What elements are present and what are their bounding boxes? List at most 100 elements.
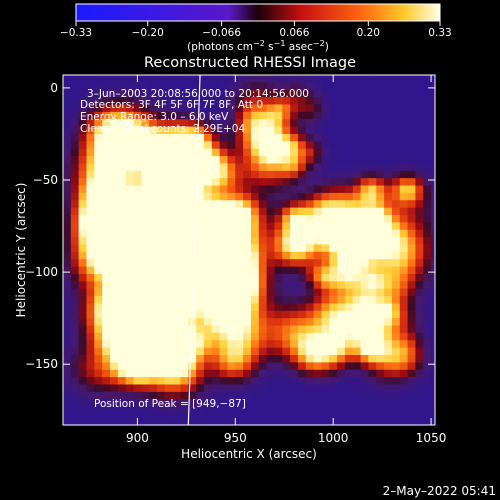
heatmap-cell (321, 377, 330, 386)
heatmap-cell (290, 296, 299, 305)
heatmap-cell (243, 251, 252, 260)
heatmap-cell (399, 75, 409, 83)
heatmap-cell (305, 178, 315, 187)
heatmap-cell (321, 384, 330, 393)
heatmap-cell (149, 421, 158, 425)
heatmap-cell (415, 126, 424, 135)
heatmap-cell (321, 391, 330, 400)
heatmap-cell (141, 111, 150, 120)
heatmap-cell (250, 156, 260, 165)
heatmap-cell (384, 413, 393, 422)
heatmap-cell (243, 156, 252, 165)
heatmap-cell (219, 413, 229, 422)
heatmap-cell (321, 126, 330, 135)
heatmap-cell (188, 273, 197, 282)
heatmap-cell (352, 406, 362, 415)
heatmap-cell (431, 148, 435, 157)
heatmap-cell (431, 347, 435, 356)
heatmap-cell (102, 406, 111, 415)
heatmap-cell (250, 82, 260, 91)
heatmap-cell (94, 75, 103, 83)
heatmap-cell (384, 192, 393, 201)
heatmap-cell (102, 119, 111, 128)
heatmap-cell (180, 399, 189, 408)
heatmap-cell (329, 399, 338, 408)
heatmap-cell (368, 288, 377, 297)
heatmap-cell (313, 273, 323, 282)
heatmap-cell (337, 362, 346, 371)
heatmap-cell (399, 399, 409, 408)
heatmap-cell (156, 97, 166, 106)
heatmap-cell (78, 104, 88, 113)
heatmap-cell (274, 377, 283, 386)
heatmap-cell (63, 355, 72, 363)
heatmap-cell (133, 362, 142, 371)
heatmap-cell (219, 185, 229, 194)
heatmap-cell (117, 310, 127, 319)
heatmap-cell (63, 141, 72, 150)
heatmap-cell (227, 192, 236, 201)
heatmap-cell (297, 133, 307, 142)
heatmap-cell (94, 362, 103, 371)
heatmap-cell (211, 332, 221, 341)
heatmap-cell (172, 413, 182, 422)
heatmap-cell (344, 325, 354, 334)
heatmap-cell (243, 215, 252, 223)
heatmap-cell (63, 347, 72, 356)
heatmap-cell (258, 355, 268, 363)
heatmap-cell (321, 104, 330, 113)
heatmap-cell (94, 133, 103, 142)
heatmap-cell (415, 355, 424, 363)
heatmap-cell (266, 229, 276, 238)
heatmap-cell (368, 237, 377, 246)
heatmap-cell (344, 97, 354, 106)
heatmap-cell (94, 310, 103, 319)
heatmap-cell (415, 384, 424, 393)
heatmap-cell (337, 244, 346, 253)
heatmap-cell (94, 200, 103, 209)
heatmap-cell (423, 377, 432, 386)
heatmap-cell (415, 406, 424, 415)
heatmap-cell (274, 185, 283, 194)
heatmap-cell (133, 141, 142, 150)
heatmap-cell (156, 192, 166, 201)
heatmap-cell (250, 119, 260, 128)
heatmap-cell (337, 163, 346, 172)
heatmap-cell (297, 384, 307, 393)
heatmap-cell (243, 340, 252, 349)
heatmap-cell (203, 259, 213, 268)
heatmap-cell (141, 369, 150, 378)
heatmap-cell (274, 97, 283, 106)
heatmap-cell (352, 156, 362, 165)
heatmap-cell (70, 340, 80, 349)
heatmap-cell (282, 133, 291, 142)
heatmap-cell (235, 237, 244, 246)
heatmap-cell (344, 332, 354, 341)
heatmap-cell (415, 259, 424, 268)
heatmap-cell (290, 104, 299, 113)
heatmap-cell (156, 89, 166, 98)
heatmap-cell (133, 111, 142, 120)
heatmap-cell (431, 259, 435, 268)
heatmap-cell (258, 318, 268, 327)
heatmap-cell (125, 170, 135, 179)
heatmap-cell (415, 281, 424, 290)
heatmap-cell (203, 369, 213, 378)
heatmap-cell (431, 119, 435, 128)
heatmap-cell (188, 156, 197, 165)
heatmap-cell (282, 229, 291, 238)
heatmap-cell (368, 192, 377, 201)
heatmap-cell (211, 156, 221, 165)
heatmap-cell (164, 310, 174, 319)
heatmap-cell (133, 318, 142, 327)
heatmap-cell (141, 215, 150, 223)
heatmap-cell (188, 391, 197, 400)
heatmap-cell (274, 421, 283, 425)
heatmap-cell (415, 421, 424, 425)
heatmap-cell (431, 170, 435, 179)
heatmap-cell (250, 215, 260, 223)
heatmap-cell (133, 200, 142, 209)
heatmap-cell (329, 133, 338, 142)
heatmap-cell (70, 215, 80, 223)
heatmap-cell (211, 178, 221, 187)
